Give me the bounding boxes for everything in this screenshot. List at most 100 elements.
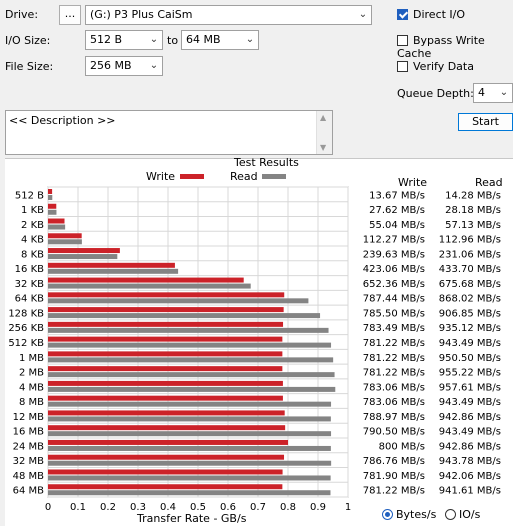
queue-depth-value: 4 [478, 86, 485, 99]
bytes-per-second-radio[interactable]: Bytes/s [382, 508, 436, 521]
write-value-label: 783.49 MB/s [363, 323, 425, 334]
read-bar [48, 313, 321, 319]
read-column-header: Read [475, 176, 503, 189]
write-value-label: 423.06 MB/s [363, 264, 425, 275]
io-size-label: I/O Size: [5, 34, 51, 47]
legend-write-label: Write [146, 170, 176, 183]
x-tick-label: 0 [45, 502, 51, 513]
drive-select[interactable]: (G:) P3 Plus CaiSm ⌄ [85, 5, 372, 25]
x-tick-label: 0.4 [160, 502, 176, 513]
io-size-to-value: 64 MB [186, 33, 221, 46]
write-bar [48, 292, 285, 298]
read-bar [48, 386, 336, 392]
x-tick-label: 1 [345, 502, 351, 513]
checkbox-icon [397, 61, 408, 72]
y-tick-label: 64 MB [13, 486, 45, 497]
write-value-label: 652.36 MB/s [363, 279, 425, 290]
chevron-down-icon: ⌄ [245, 34, 255, 45]
read-bar [48, 475, 331, 481]
read-bar [48, 239, 82, 245]
write-value-label: 787.44 MB/s [363, 294, 425, 305]
read-value-label: 231.06 MB/s [439, 249, 501, 260]
read-value-label: 942.06 MB/s [439, 471, 501, 482]
file-size-value: 256 MB [90, 59, 132, 72]
description-text: << Description >> [9, 114, 116, 127]
io-per-second-label: IO/s [459, 508, 481, 521]
read-value-label: 943.49 MB/s [439, 427, 501, 438]
read-bar [48, 372, 335, 378]
y-tick-label: 512 B [15, 190, 44, 201]
y-tick-label: 1 MB [19, 353, 44, 364]
scroll-up-icon: ▲ [320, 113, 327, 122]
x-tick-label: 0.1 [70, 502, 86, 513]
read-value-label: 868.02 MB/s [439, 294, 501, 305]
chevron-down-icon: ⌄ [149, 34, 159, 45]
description-textarea[interactable]: << Description >> ▲ ▼ [5, 110, 333, 155]
write-value-label: 785.50 MB/s [363, 308, 425, 319]
write-bar [48, 218, 65, 224]
start-button[interactable]: Start [458, 113, 513, 131]
read-value-label: 955.22 MB/s [439, 368, 501, 379]
read-bar [48, 416, 331, 422]
y-tick-label: 512 KB [8, 338, 44, 349]
x-tick-label: 0.7 [250, 502, 266, 513]
io-size-from-select[interactable]: 512 B ⌄ [85, 30, 163, 50]
y-tick-label: 32 MB [13, 456, 45, 467]
io-size-from-value: 512 B [90, 33, 123, 46]
chart-title: Test Results [234, 156, 299, 169]
y-tick-label: 16 MB [13, 427, 45, 438]
write-bar [48, 203, 57, 209]
io-size-to-select[interactable]: 64 MB ⌄ [181, 30, 259, 50]
x-tick-label: 0.6 [220, 502, 236, 513]
io-per-second-radio[interactable]: IO/s [445, 508, 480, 521]
read-bar [48, 342, 332, 348]
verify-data-label: Verify Data [413, 60, 474, 73]
write-value-label: 781.22 MB/s [363, 368, 425, 379]
y-tick-label: 2 KB [21, 220, 44, 231]
y-tick-label: 4 MB [19, 382, 44, 393]
read-bar [48, 268, 179, 274]
checkbox-icon [397, 35, 408, 46]
y-tick-label: 32 KB [15, 279, 44, 290]
radio-icon [445, 509, 456, 520]
file-size-select[interactable]: 256 MB ⌄ [85, 56, 163, 76]
write-bar [48, 469, 283, 475]
queue-depth-select[interactable]: 4 ⌄ [473, 83, 513, 103]
read-bar [48, 298, 309, 304]
y-tick-label: 8 MB [19, 397, 44, 408]
description-scrollbar[interactable]: ▲ ▼ [316, 111, 332, 154]
browse-button[interactable]: ... [59, 5, 81, 25]
y-tick-label: 1 KB [21, 205, 44, 216]
write-value-label: 783.06 MB/s [363, 397, 425, 408]
verify-data-checkbox[interactable]: Verify Data [397, 60, 474, 73]
legend-read-label: Read [230, 170, 258, 183]
read-bar [48, 195, 53, 200]
drive-value: (G:) P3 Plus CaiSm [90, 8, 193, 21]
read-bar [48, 490, 331, 496]
read-bar [48, 224, 66, 230]
read-value-label: 14.28 MB/s [445, 190, 501, 201]
write-bar [48, 366, 283, 372]
y-tick-label: 24 MB [13, 441, 45, 452]
read-value-label: 957.61 MB/s [439, 382, 501, 393]
write-bar [48, 484, 283, 490]
write-value-label: 783.06 MB/s [363, 382, 425, 393]
y-tick-label: 48 MB [13, 471, 45, 482]
read-bar [48, 283, 251, 289]
direct-io-checkbox[interactable]: Direct I/O [397, 8, 465, 21]
radio-selected-icon [382, 509, 393, 520]
y-tick-label: 12 MB [13, 412, 45, 423]
write-bar [48, 277, 244, 283]
write-value-label: 27.62 MB/s [369, 205, 425, 216]
read-bar [48, 209, 57, 215]
read-bar [48, 327, 329, 333]
read-value-label: 943.49 MB/s [439, 338, 501, 349]
legend-write-swatch [180, 174, 204, 179]
write-value-label: 239.63 MB/s [363, 249, 425, 260]
bytes-per-second-label: Bytes/s [396, 508, 437, 521]
bypass-write-cache-checkbox[interactable]: Bypass Write Cache [397, 34, 513, 60]
x-tick-label: 0.8 [280, 502, 296, 513]
file-size-label: File Size: [5, 60, 54, 73]
read-value-label: 57.13 MB/s [445, 220, 501, 231]
